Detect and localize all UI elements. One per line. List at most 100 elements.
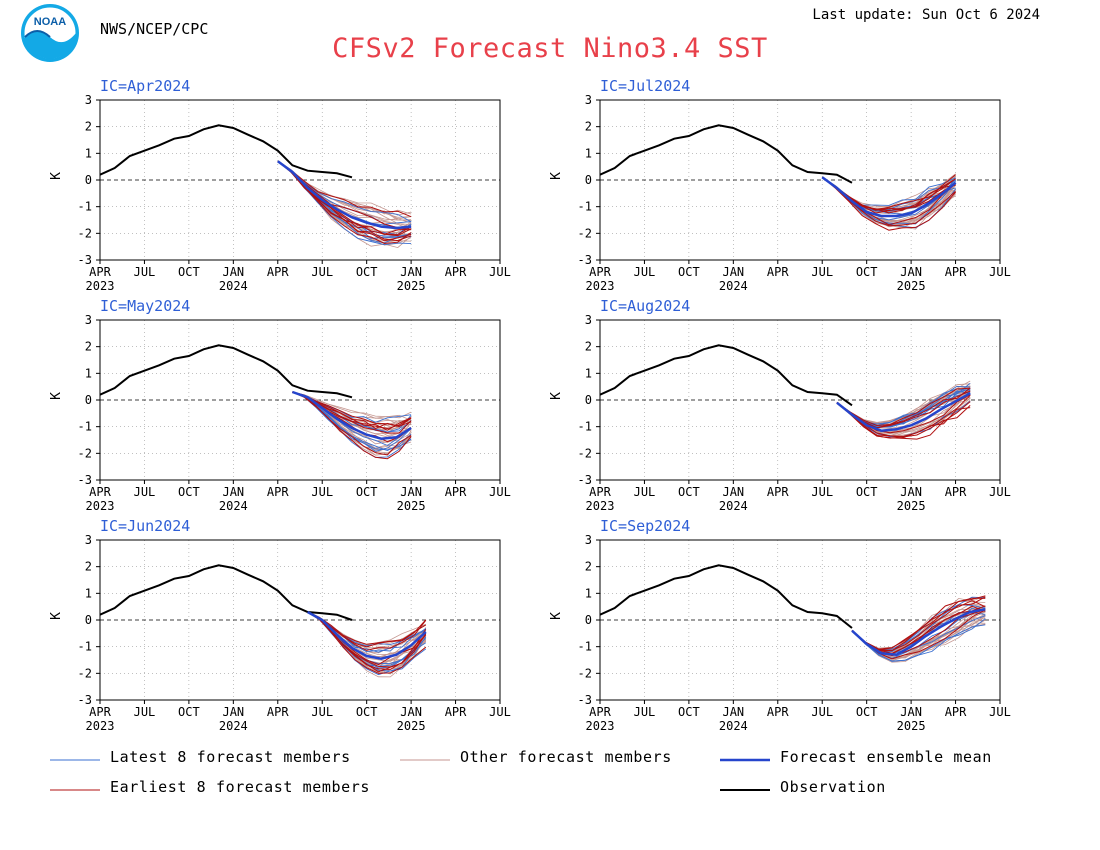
- legend-label-other: Other forecast members: [460, 748, 672, 766]
- y-axis-label: K: [549, 612, 564, 620]
- observation-line: [600, 344, 853, 407]
- chart-panel-jul2024: IC=Jul2024 3 2 1 0 -1 -2 -3 K APR JUL OCT JAN APR JUL O…: [549, 77, 1011, 293]
- y-tick-label: -2: [78, 666, 92, 680]
- y-tick-label: 1: [585, 586, 592, 600]
- x-tick-label: JUL: [989, 265, 1011, 279]
- legend-item-other: Other forecast members: [400, 748, 672, 766]
- y-tick-label: -2: [578, 446, 592, 460]
- y-tick-label: 0: [585, 173, 592, 187]
- y-tick-label: -1: [578, 200, 592, 214]
- member-line-earliest: [836, 387, 971, 427]
- x-year-label: 2023: [86, 719, 115, 733]
- member-line-earliest: [307, 611, 427, 645]
- chart-panel-sep2024: IC=Sep2024 3 2 1 0 -1 -2 -3 K APR JUL OCT JAN APR JUL O…: [549, 517, 1011, 733]
- x-tick-label: JAN: [900, 485, 922, 499]
- legend-label-earliest: Earliest 8 forecast members: [110, 778, 370, 796]
- y-tick-label: -2: [578, 666, 592, 680]
- x-tick-label: JUL: [811, 705, 833, 719]
- y-tick-label: 2: [585, 340, 592, 354]
- x-tick-label: OCT: [356, 485, 378, 499]
- observation-line: [100, 124, 353, 179]
- x-tick-label: OCT: [856, 485, 878, 499]
- y-tick-label: 3: [85, 313, 92, 327]
- x-year-label: 2024: [219, 499, 248, 513]
- y-tick-label: 1: [85, 146, 92, 160]
- x-tick-label: OCT: [356, 705, 378, 719]
- plot-area: [600, 564, 986, 663]
- x-tick-label: JUL: [311, 705, 333, 719]
- x-tick-label: JUL: [134, 485, 156, 499]
- chart-panel-may2024: IC=May2024 3 2 1 0 -1 -2 -3 K APR JUL OCT JAN APR JUL O…: [49, 297, 511, 513]
- x-year-label: 2024: [219, 719, 248, 733]
- legend-item-earliest: Earliest 8 forecast members: [50, 778, 370, 796]
- y-tick-label: 1: [85, 366, 92, 380]
- y-tick-label: 1: [585, 146, 592, 160]
- chart-panel-aug2024: IC=Aug2024 3 2 1 0 -1 -2 -3 K APR JUL OCT JAN APR JUL O…: [549, 297, 1011, 513]
- y-axis-label: K: [549, 392, 564, 400]
- y-tick-label: 1: [585, 366, 592, 380]
- ensemble-mean-line: [851, 608, 986, 656]
- ensemble-mean-line: [306, 610, 427, 660]
- legend-label-observation: Observation: [780, 778, 886, 796]
- member-line-other: [277, 160, 412, 218]
- x-tick-label: APR: [589, 705, 611, 719]
- member-line-other: [292, 391, 412, 419]
- y-tick-label: 0: [85, 393, 92, 407]
- y-axis-label: K: [49, 172, 64, 180]
- x-tick-label: JUL: [634, 265, 656, 279]
- member-line-earliest: [277, 160, 412, 218]
- y-tick-label: -1: [78, 200, 92, 214]
- x-tick-label: JAN: [722, 705, 744, 719]
- x-year-label: 2024: [719, 279, 748, 293]
- x-tick-label: OCT: [856, 705, 878, 719]
- x-tick-label: JUL: [134, 265, 156, 279]
- y-tick-label: -1: [578, 640, 592, 654]
- y-tick-label: -3: [78, 693, 92, 707]
- member-line-earliest: [277, 160, 412, 245]
- x-tick-label: JUL: [311, 485, 333, 499]
- member-line-other: [292, 391, 412, 421]
- y-tick-label: -3: [578, 473, 592, 487]
- x-tick-label: APR: [89, 265, 111, 279]
- y-tick-label: 0: [85, 173, 92, 187]
- x-tick-label: OCT: [678, 705, 700, 719]
- observation-line: [600, 564, 853, 629]
- panel-title: IC=Sep2024: [600, 517, 690, 535]
- y-tick-label: 2: [585, 120, 592, 134]
- x-tick-label: OCT: [678, 485, 700, 499]
- y-tick-label: 3: [85, 533, 92, 547]
- x-tick-label: APR: [945, 265, 967, 279]
- y-tick-label: -2: [78, 226, 92, 240]
- x-tick-label: JUL: [989, 485, 1011, 499]
- x-tick-label: APR: [445, 705, 467, 719]
- y-tick-label: -2: [578, 226, 592, 240]
- x-year-label: 2024: [719, 499, 748, 513]
- y-tick-label: -2: [78, 446, 92, 460]
- observation-line: [600, 124, 853, 184]
- legend-item-mean: Forecast ensemble mean: [720, 748, 991, 766]
- y-tick-label: 1: [85, 586, 92, 600]
- plot-area: [100, 124, 412, 249]
- x-tick-label: JAN: [400, 265, 422, 279]
- x-tick-label: JUL: [634, 485, 656, 499]
- panel-title: IC=Jun2024: [100, 517, 190, 535]
- ensemble-mean-line: [821, 176, 957, 218]
- x-tick-label: APR: [89, 485, 111, 499]
- x-tick-label: JAN: [400, 485, 422, 499]
- y-tick-label: -3: [578, 693, 592, 707]
- x-tick-label: JUL: [134, 705, 156, 719]
- y-tick-label: -1: [78, 640, 92, 654]
- last-update-label: Last update: Sun Oct 6 2024: [812, 7, 1040, 23]
- x-year-label: 2024: [719, 719, 748, 733]
- panel-title: IC=Aug2024: [600, 297, 690, 315]
- noaa-logo-icon: NOAA: [21, 4, 79, 62]
- plot-area: [100, 564, 427, 678]
- member-line-earliest: [292, 391, 412, 460]
- member-line-other: [277, 160, 412, 220]
- y-tick-label: 2: [85, 340, 92, 354]
- observation-line: [100, 344, 353, 399]
- x-tick-label: JAN: [900, 265, 922, 279]
- y-axis-label: K: [549, 172, 564, 180]
- ensemble-mean-line: [836, 392, 971, 432]
- x-tick-label: APR: [589, 265, 611, 279]
